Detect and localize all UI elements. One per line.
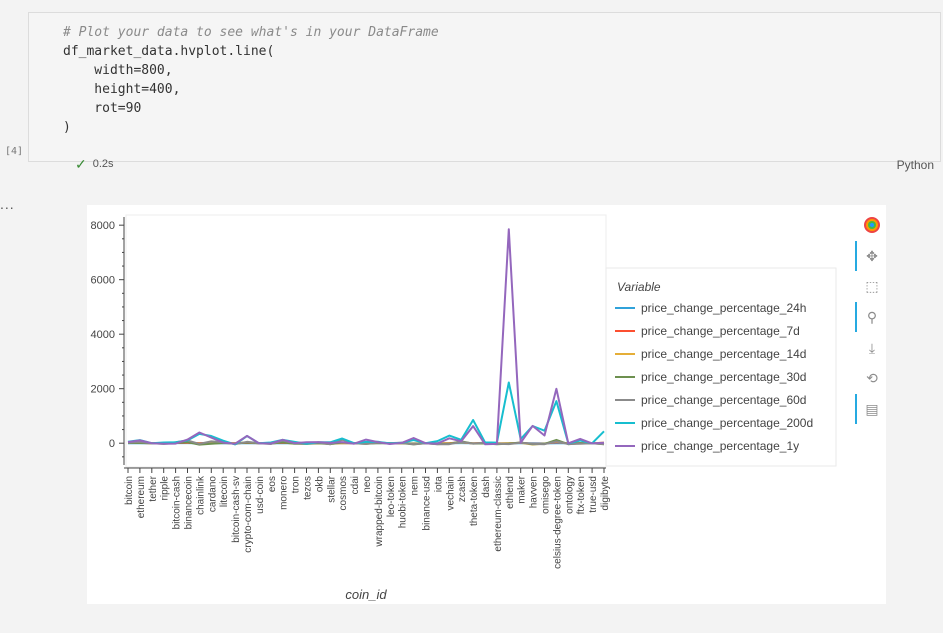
plot-toolbar: ✥ ⬚ ⚲ ⤓ ⟲ ▤ bbox=[855, 212, 889, 432]
x-tick-label: iota bbox=[433, 476, 444, 493]
x-tick-label: cosmos bbox=[338, 476, 349, 510]
x-tick-label: havven bbox=[529, 476, 540, 508]
x-tick-label: crypto-com-chain bbox=[243, 476, 254, 553]
x-tick-label: omisego bbox=[541, 476, 552, 514]
x-tick-label: wrapped-bitcoin bbox=[374, 476, 385, 548]
legend-entry: price_change_percentage_1y bbox=[641, 439, 799, 453]
y-tick-label: 6000 bbox=[91, 275, 115, 287]
x-tick-label: ontology bbox=[564, 476, 575, 514]
x-tick-label: binancecoin bbox=[184, 476, 195, 529]
x-tick-label: chainlink bbox=[195, 475, 206, 515]
legend-entry: price_change_percentage_200d bbox=[641, 416, 813, 430]
x-tick-label: nem bbox=[410, 476, 421, 495]
reset-icon[interactable]: ⟲ bbox=[866, 369, 878, 386]
save-icon[interactable]: ⤓ bbox=[868, 339, 876, 356]
x-tick-label: dash bbox=[481, 476, 492, 498]
x-tick-label: ripple bbox=[160, 476, 171, 501]
legend-title: Variable bbox=[617, 280, 661, 294]
x-tick-label: ethereum bbox=[136, 476, 147, 518]
legend-entry: price_change_percentage_7d bbox=[641, 324, 800, 338]
y-tick-label: 4000 bbox=[91, 329, 115, 341]
box-zoom-icon[interactable]: ⬚ bbox=[865, 277, 879, 294]
x-tick-label: tron bbox=[291, 476, 302, 493]
y-tick-label: 8000 bbox=[91, 220, 115, 232]
x-tick-label: stellar bbox=[326, 475, 337, 502]
x-tick-label: usd-coin bbox=[255, 476, 266, 514]
series-line-price_change_percentage_60d bbox=[127, 438, 605, 446]
cell-language[interactable]: Python bbox=[896, 158, 934, 172]
x-tick-label: litecoin bbox=[219, 476, 230, 507]
code-line-height: height=400, bbox=[63, 82, 181, 97]
bokeh-logo-icon[interactable] bbox=[861, 214, 883, 236]
y-tick-label: 0 bbox=[109, 438, 115, 450]
wheel-zoom-icon[interactable]: ⚲ bbox=[855, 302, 883, 332]
x-tick-label: vechain bbox=[445, 476, 456, 510]
y-tick-label: 2000 bbox=[91, 384, 115, 396]
legend-entry: price_change_percentage_60d bbox=[641, 393, 806, 407]
x-tick-label: tezos bbox=[303, 476, 314, 500]
series-line-price_change_percentage_200d bbox=[127, 381, 605, 446]
code-editor[interactable]: # Plot your data to see what's in your D… bbox=[63, 23, 439, 137]
x-axis-label: coin_id bbox=[345, 587, 387, 602]
x-tick-label: cdai bbox=[350, 476, 361, 494]
x-tick-label: bitcoin-cash bbox=[172, 476, 183, 529]
legend-box bbox=[605, 267, 837, 467]
code-line-comment: # Plot your data to see what's in your D… bbox=[63, 25, 439, 40]
pan-icon[interactable]: ✥ bbox=[855, 241, 883, 271]
x-tick-label: zcash bbox=[457, 476, 468, 502]
code-line-rot: rot=90 bbox=[63, 101, 142, 116]
x-tick-label: maker bbox=[517, 475, 528, 503]
series-line-price_change_percentage_1y bbox=[127, 228, 605, 446]
x-tick-label: binance-usd bbox=[422, 476, 433, 530]
legend-entry: price_change_percentage_30d bbox=[641, 370, 806, 384]
x-tick-label: bitcoin bbox=[124, 476, 135, 505]
x-tick-label: eos bbox=[267, 476, 278, 492]
check-icon: ✓ bbox=[75, 156, 87, 172]
x-tick-label: true-usd bbox=[588, 476, 599, 513]
x-tick-label: leo-token bbox=[386, 476, 397, 517]
code-line-width: width=800, bbox=[63, 63, 173, 78]
x-tick-label: ethlend bbox=[505, 476, 516, 509]
x-tick-label: digibyte bbox=[600, 476, 611, 511]
x-tick-label: neo bbox=[362, 476, 373, 493]
line-chart[interactable]: 0 2000 4000 6000 8000 bitcoin ethereum tether ri… bbox=[87, 205, 886, 604]
output-menu[interactable]: ... bbox=[0, 196, 15, 212]
x-tick-label: bitcoin-cash-sv bbox=[231, 476, 242, 543]
legend-entry: price_change_percentage_14d bbox=[641, 347, 806, 361]
code-line-call: df_market_data.hvplot.line( bbox=[63, 44, 275, 59]
x-tick-label: theta-token bbox=[469, 476, 480, 526]
x-tick-label: monero bbox=[279, 476, 290, 510]
legend-entry: price_change_percentage_24h bbox=[641, 301, 806, 315]
cell-status: ✓ 0.2s bbox=[75, 157, 114, 171]
plot-frame bbox=[125, 214, 607, 468]
plot-output: 0 2000 4000 6000 8000 bitcoin ethereum tether ri… bbox=[87, 205, 886, 604]
elapsed-time: 0.2s bbox=[92, 158, 114, 170]
x-tick-label: tether bbox=[148, 475, 159, 501]
x-tick-label: ftx-token bbox=[576, 476, 587, 514]
execution-count: [4] bbox=[5, 146, 24, 157]
x-tick-label: cardano bbox=[207, 476, 218, 513]
x-tick-label: celsius-degree-token bbox=[552, 476, 563, 569]
hover-icon[interactable]: ▤ bbox=[855, 394, 883, 424]
x-tick-label: huobi-token bbox=[398, 476, 409, 528]
x-tick-label: okb bbox=[314, 476, 325, 493]
code-cell[interactable]: # Plot your data to see what's in your D… bbox=[28, 12, 941, 172]
x-tick-label: ethereum-classic bbox=[493, 476, 504, 552]
code-line-close: ) bbox=[63, 120, 71, 135]
